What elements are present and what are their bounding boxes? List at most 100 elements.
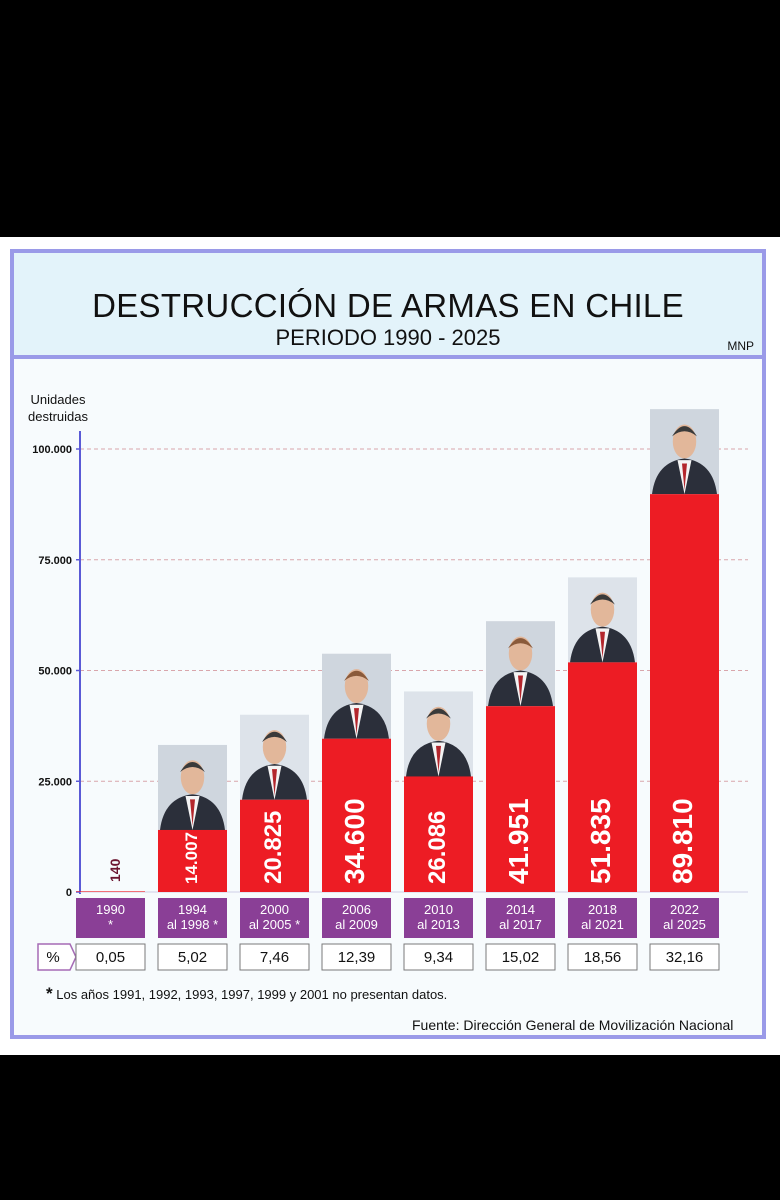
value-labels: 140 14.007 20.825 34.600 26.086 41.951 51.835 8…: [107, 798, 698, 884]
portrait-face: [426, 706, 451, 741]
bar: [404, 776, 473, 892]
percent-cell: [485, 943, 556, 971]
portrait-tie: [190, 799, 195, 826]
bar-value-label: 14.007: [182, 832, 201, 884]
bar-value-label: 41.951: [503, 798, 534, 884]
category-label: 1990: [96, 902, 125, 917]
percent-arrow-box: [37, 943, 77, 971]
percent-value: 5,02: [178, 949, 207, 966]
category-box: [240, 898, 309, 938]
percent-symbol: %: [46, 949, 59, 966]
percent-value: 18,56: [584, 949, 622, 966]
percent-value: 32,16: [666, 949, 704, 966]
mnp-badge: MNP: [727, 339, 754, 353]
category-label: al 2005 *: [249, 917, 300, 932]
portrait-tie: [272, 769, 277, 796]
bar-chart: Unidades destruidas 0 25.000 50.000 75.000 100…: [28, 392, 748, 971]
category-box: [404, 898, 473, 938]
bar-value-label: 26.086: [424, 811, 451, 884]
category-box: [158, 898, 227, 938]
category-box: [650, 898, 719, 938]
bar-value-label: 89.810: [667, 798, 698, 884]
category-label: al 2013: [417, 917, 460, 932]
portrait: [486, 621, 555, 707]
percent-value: 0,05: [96, 949, 125, 966]
footnote: * Los años 1991, 1992, 1993, 1997, 1999 …: [46, 984, 447, 1004]
bar: [240, 799, 309, 892]
portrait-face: [508, 636, 533, 671]
bar-value-label: 34.600: [339, 798, 370, 884]
category-label: 2000: [260, 902, 289, 917]
category-label: 2006: [342, 902, 371, 917]
category-label: 2010: [424, 902, 453, 917]
bar-value-label: 140: [107, 858, 123, 882]
percent-value: 7,46: [260, 949, 289, 966]
portrait-hair: [426, 708, 451, 719]
bars: [76, 494, 719, 892]
portrait-tie: [518, 675, 523, 702]
percent-cell: [403, 943, 474, 971]
portrait-hair: [672, 426, 697, 437]
bar: [76, 891, 145, 892]
category-label: al 2021: [581, 917, 624, 932]
percent-cell: [239, 943, 310, 971]
chart-title: DESTRUCCIÓN DE ARMAS EN CHILE: [92, 287, 684, 324]
category-label: al 2017: [499, 917, 542, 932]
portrait-tie: [600, 631, 605, 659]
bar-value-label: 20.825: [260, 811, 287, 884]
percent-value: 12,39: [338, 949, 376, 966]
footnote-star: *: [46, 984, 53, 1003]
bar: [650, 494, 719, 892]
y-axis-label: destruidas: [28, 409, 88, 424]
percent-header: %: [37, 943, 77, 971]
infographic-card: DESTRUCCIÓN DE ARMAS EN CHILE PERIODO 19…: [0, 237, 780, 1055]
portrait-hair: [508, 638, 533, 649]
category-label: *: [108, 917, 113, 932]
y-tick-label: 0: [66, 887, 72, 899]
portrait: [158, 744, 227, 830]
portrait-face: [180, 760, 205, 795]
percent-cell: [649, 943, 720, 971]
y-tick-label: 75.000: [38, 555, 72, 567]
category-label: al 1998 *: [167, 917, 218, 932]
percent-cell: [567, 943, 638, 971]
category-label: al 2025: [663, 917, 706, 932]
chart-subtitle: PERIODO 1990 - 2025: [275, 325, 501, 350]
footnote-text: Los años 1991, 1992, 1993, 1997, 1999 y …: [56, 987, 448, 1002]
percent-cell: [157, 943, 228, 971]
percent-cell: [75, 943, 146, 971]
portrait-tie: [436, 745, 441, 773]
percent-value: 15,02: [502, 949, 540, 966]
category-box: [76, 898, 145, 938]
portrait-layer: [158, 409, 719, 830]
portrait-face: [344, 669, 369, 704]
portrait-tie: [354, 708, 359, 735]
portrait-face: [590, 592, 615, 627]
percent-cell: [321, 943, 392, 971]
percent-value: 9,34: [424, 949, 453, 966]
portrait-tie: [682, 463, 687, 490]
portrait-face: [672, 424, 697, 459]
category-label: 2018: [588, 902, 617, 917]
percentage-row: % 0,05 5,02 7,46 12,39 9,34 15,02 18,56 32,16: [37, 943, 720, 971]
y-tick-label: 25.000: [38, 776, 72, 788]
category-label: 2014: [506, 902, 535, 917]
bar: [568, 662, 637, 892]
bar: [158, 829, 227, 892]
source-note: Fuente: Dirección General de Movilizació…: [412, 1017, 734, 1033]
category-label: 2022: [670, 902, 699, 917]
category-box: [568, 898, 637, 938]
header: DESTRUCCIÓN DE ARMAS EN CHILE PERIODO 19…: [14, 253, 762, 359]
bar: [486, 706, 555, 892]
y-tick-label: 50.000: [38, 666, 72, 678]
y-axis-label: Unidades: [31, 392, 86, 407]
category-label: 1994: [178, 902, 207, 917]
bar: [322, 738, 391, 892]
category-box: [322, 898, 391, 938]
category-label: al 2009: [335, 917, 378, 932]
portrait-hair: [180, 761, 205, 773]
bar-value-label: 51.835: [585, 798, 616, 884]
portrait: [322, 653, 391, 739]
portrait: [650, 409, 719, 495]
